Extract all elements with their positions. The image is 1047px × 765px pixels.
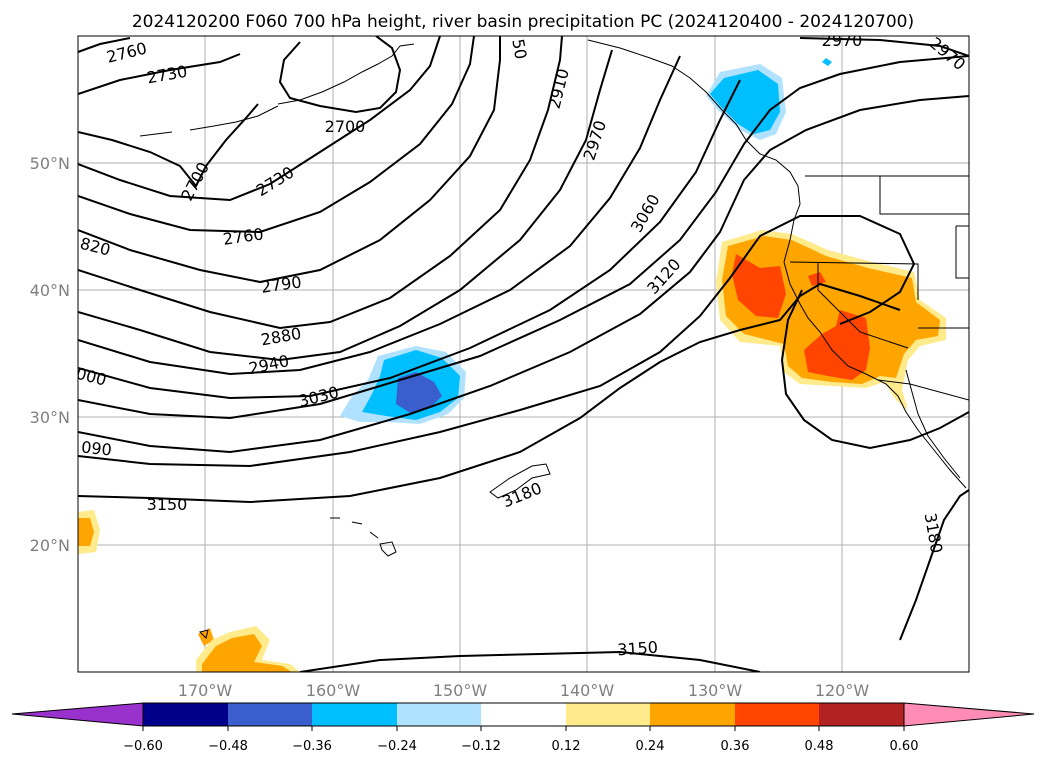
contour-label-3090-edge: 090: [80, 437, 112, 459]
colorbar-segment-1: [143, 703, 228, 726]
contour-2910: [78, 49, 613, 362]
lat-labels: 50°N 40°N 30°N 20°N: [30, 154, 70, 555]
coast-baja-east: [905, 369, 961, 479]
colorbar-frame: [142, 702, 905, 727]
lon-label-120w: 120°W: [815, 681, 870, 700]
lon-label-170w: 170°W: [178, 681, 233, 700]
contour-2700-closed: [278, 36, 402, 114]
colorbar-segment-9: [819, 703, 904, 726]
precip-pos-spot-nevada: [808, 272, 826, 286]
border-colorado: [955, 225, 969, 279]
colorbar-segment-6: [566, 703, 650, 726]
colorbar-segment-5: [481, 703, 566, 726]
precip-pos-mid-west-edge: [78, 518, 94, 546]
map-frame: [77, 35, 970, 673]
lat-label-20n: 20°N: [30, 536, 70, 555]
contour-3030: [78, 55, 969, 420]
lon-labels: 170°W 160°W 150°W 140°W 130°W 120°W: [178, 681, 870, 700]
colorbar-segment-8: [735, 703, 819, 726]
lat-label-50n: 50°N: [30, 154, 70, 173]
colorbar-tick-label-5: −0.12: [461, 739, 501, 754]
lon-label-150w: 150°W: [433, 681, 488, 700]
colorbar-tick-label-6: 0.12: [552, 739, 581, 754]
contour-2760-nw: [78, 37, 131, 53]
border-us-mexico: [877, 379, 969, 401]
figure-title: 2024120200 F060 700 hPa height, river ba…: [132, 12, 914, 32]
contour-label-2850-edge: 50: [508, 37, 530, 60]
coastlines: [139, 39, 969, 639]
contour-2700-west: [78, 103, 259, 188]
contour-2760-main: [78, 36, 475, 234]
colorbar-tick-label-1: −0.60: [123, 739, 163, 754]
colorbar-tick-label-4: −0.24: [377, 739, 417, 754]
coast-aleutians-west: [139, 131, 173, 137]
contour-label-3150-south: 3150: [617, 638, 659, 660]
colorbar-tick-label-8: 0.36: [721, 739, 750, 754]
lat-label-40n: 40°N: [30, 281, 70, 300]
contour-label-3150-west: 3150: [147, 495, 188, 514]
coast-north-america-west: [587, 39, 967, 489]
contour-2970: [78, 79, 741, 400]
colorbar-tick-label-7: 0.24: [636, 739, 665, 754]
colorbar-segment-3: [312, 703, 397, 726]
contour-2730-main: [78, 36, 441, 202]
precip-pos-strong-south-ca: [804, 310, 870, 380]
contour-2970-ne: [799, 37, 969, 57]
colorbar-tick-label-3: −0.36: [292, 739, 332, 754]
colorbar-segment-4: [397, 703, 481, 726]
border-idaho: [879, 176, 969, 215]
precip-pos-strong-north-ca: [732, 254, 786, 318]
colorbar-segment-7: [650, 703, 735, 726]
contour-2880: [78, 36, 563, 330]
contour-3180-south: [899, 489, 969, 641]
colorbar-tick-label-2: −0.48: [208, 739, 248, 754]
colorbar-segment-2: [228, 703, 312, 726]
contour-3150-south: [299, 650, 761, 672]
colorbar-extend-low: [11, 702, 144, 727]
precip-neg-mid-gulf-alaska: [710, 70, 780, 134]
island-feature-3180: [489, 463, 551, 499]
coast-aleutians-east: [189, 105, 279, 131]
coast-alaska-peninsula: [277, 43, 415, 105]
contour-3060: [78, 95, 969, 454]
lon-label-140w: 140°W: [560, 681, 615, 700]
border-nevada-north: [789, 261, 919, 300]
height-contours: [78, 36, 969, 672]
colorbar-tick-label-10: 0.60: [890, 739, 919, 754]
precip-neg-spot-bc: [822, 58, 832, 66]
contour-label-2700-closed: 2700: [325, 117, 366, 136]
contour-3180-east: [780, 289, 969, 450]
precip-shading: [78, 58, 946, 672]
border-ca-nevada: [817, 262, 909, 349]
contour-3150-north: [78, 282, 901, 504]
contour-2790: [78, 36, 501, 284]
colorbar-tick-label-9: 0.48: [805, 739, 834, 754]
colorbar-extend-high: [903, 702, 1035, 727]
precip-neg-strong-central-pacific: [396, 372, 442, 414]
contour-label-2970-ne: 2970: [822, 31, 863, 50]
lon-label-160w: 160°W: [306, 681, 361, 700]
island-spot: [199, 629, 209, 639]
lon-label-130w: 130°W: [688, 681, 743, 700]
contour-2940: [78, 55, 681, 376]
colorbar: −0.60 −0.48 −0.36 −0.24 −0.12 0.12 0.24 …: [11, 702, 1035, 754]
contour-2730-nw: [78, 53, 241, 95]
lat-label-30n: 30°N: [30, 408, 70, 427]
precip-pos-mid-south-edge: [202, 634, 292, 672]
colorbar-ticks: [142, 726, 905, 731]
contour-3120: [78, 215, 916, 468]
island-hawaii: [330, 517, 397, 557]
